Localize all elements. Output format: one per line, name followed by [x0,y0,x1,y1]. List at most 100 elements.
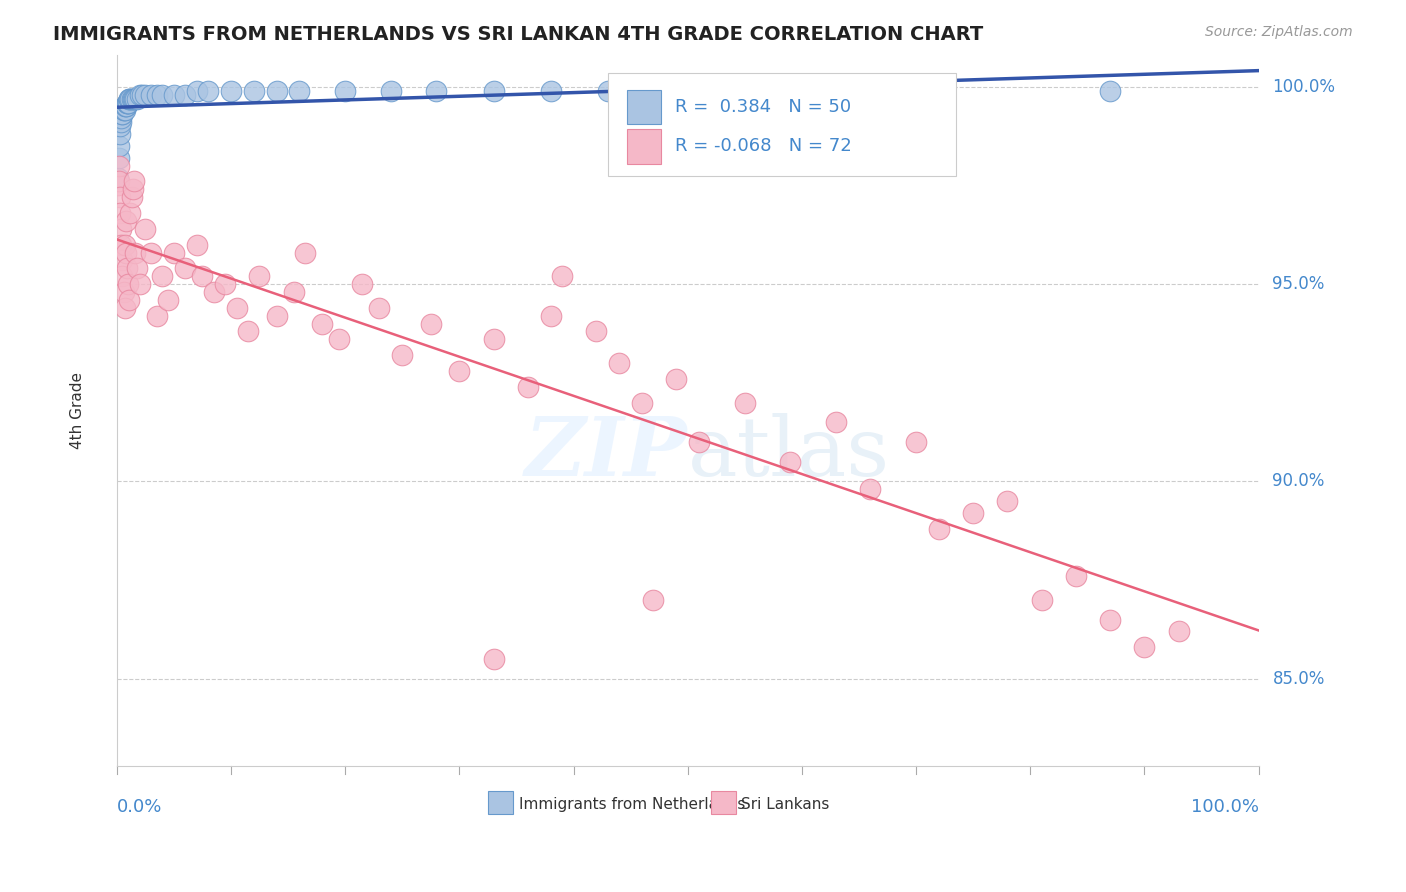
Point [115,245,138,260]
Point [115,95,138,110]
Point [139,245,162,260]
Point [163,245,186,260]
Point [419,317,441,331]
Point [214,277,236,291]
Bar [627,129,661,163]
Point [391,348,413,362]
Point [115,261,138,276]
Point [120,206,142,220]
Point [779,455,801,469]
Point [197,84,219,98]
Point [127,261,149,276]
Point [127,91,149,105]
Point [962,506,984,520]
Point [124,245,146,260]
Bar [488,791,513,814]
Point [1031,592,1053,607]
Point [859,483,882,497]
Point [110,115,132,129]
Point [108,174,131,188]
Point [928,522,950,536]
Text: R =  0.384   N = 50: R = 0.384 N = 50 [675,98,851,116]
Point [242,84,264,98]
Point [118,91,141,105]
Text: 85.0%: 85.0% [1272,670,1324,688]
Bar [710,791,735,814]
Point [311,317,333,331]
Point [449,364,471,378]
Point [117,95,139,110]
Point [596,84,619,98]
Point [114,237,136,252]
Point [112,285,135,299]
Point [997,494,1019,508]
Text: 100.0%: 100.0% [1272,78,1336,95]
Point [1167,624,1189,639]
Point [905,434,928,449]
Text: 4th Grade: 4th Grade [70,372,84,449]
Point [108,151,131,165]
Point [643,592,665,607]
Point [145,87,167,102]
Text: 0.0%: 0.0% [117,797,162,815]
Point [333,84,356,98]
Point [110,222,132,236]
Point [134,87,156,102]
Point [108,159,131,173]
Point [482,652,505,666]
Point [111,107,134,121]
Text: 90.0%: 90.0% [1272,473,1324,491]
Point [115,95,138,110]
Point [1133,640,1156,655]
Point [128,277,150,291]
Point [266,84,288,98]
Text: R = -0.068   N = 72: R = -0.068 N = 72 [675,137,852,155]
Text: IMMIGRANTS FROM NETHERLANDS VS SRI LANKAN 4TH GRADE CORRELATION CHART: IMMIGRANTS FROM NETHERLANDS VS SRI LANKA… [53,25,984,44]
Point [174,261,197,276]
Point [117,277,139,291]
Point [352,277,374,291]
Bar [627,90,661,124]
Point [108,139,131,153]
Point [108,119,131,133]
Point [734,395,756,409]
Point [131,87,153,102]
Point [482,332,505,346]
Point [115,214,138,228]
Point [128,87,150,102]
Point [157,293,180,307]
Point [294,245,316,260]
Point [368,301,391,315]
Point [288,84,311,98]
Point [905,84,928,98]
Point [145,309,167,323]
Point [121,91,143,105]
Point [122,91,145,105]
Point [121,190,143,204]
Point [236,325,259,339]
Point [654,84,676,98]
Point [121,182,143,196]
Point [118,91,141,105]
Point [225,301,247,315]
Point [688,434,710,449]
Point [108,190,131,204]
Text: Source: ZipAtlas.com: Source: ZipAtlas.com [1205,25,1353,39]
Point [186,84,208,98]
Point [607,356,630,370]
Point [114,99,136,113]
Point [111,269,134,284]
Point [825,415,848,429]
Point [249,269,271,284]
Point [425,84,447,98]
Point [107,178,129,193]
Text: ZIP: ZIP [524,413,688,493]
Point [283,285,305,299]
Point [110,112,132,126]
Point [482,84,505,98]
Point [191,269,214,284]
Point [134,222,156,236]
Point [110,237,132,252]
Point [117,95,139,110]
Point [328,332,350,346]
